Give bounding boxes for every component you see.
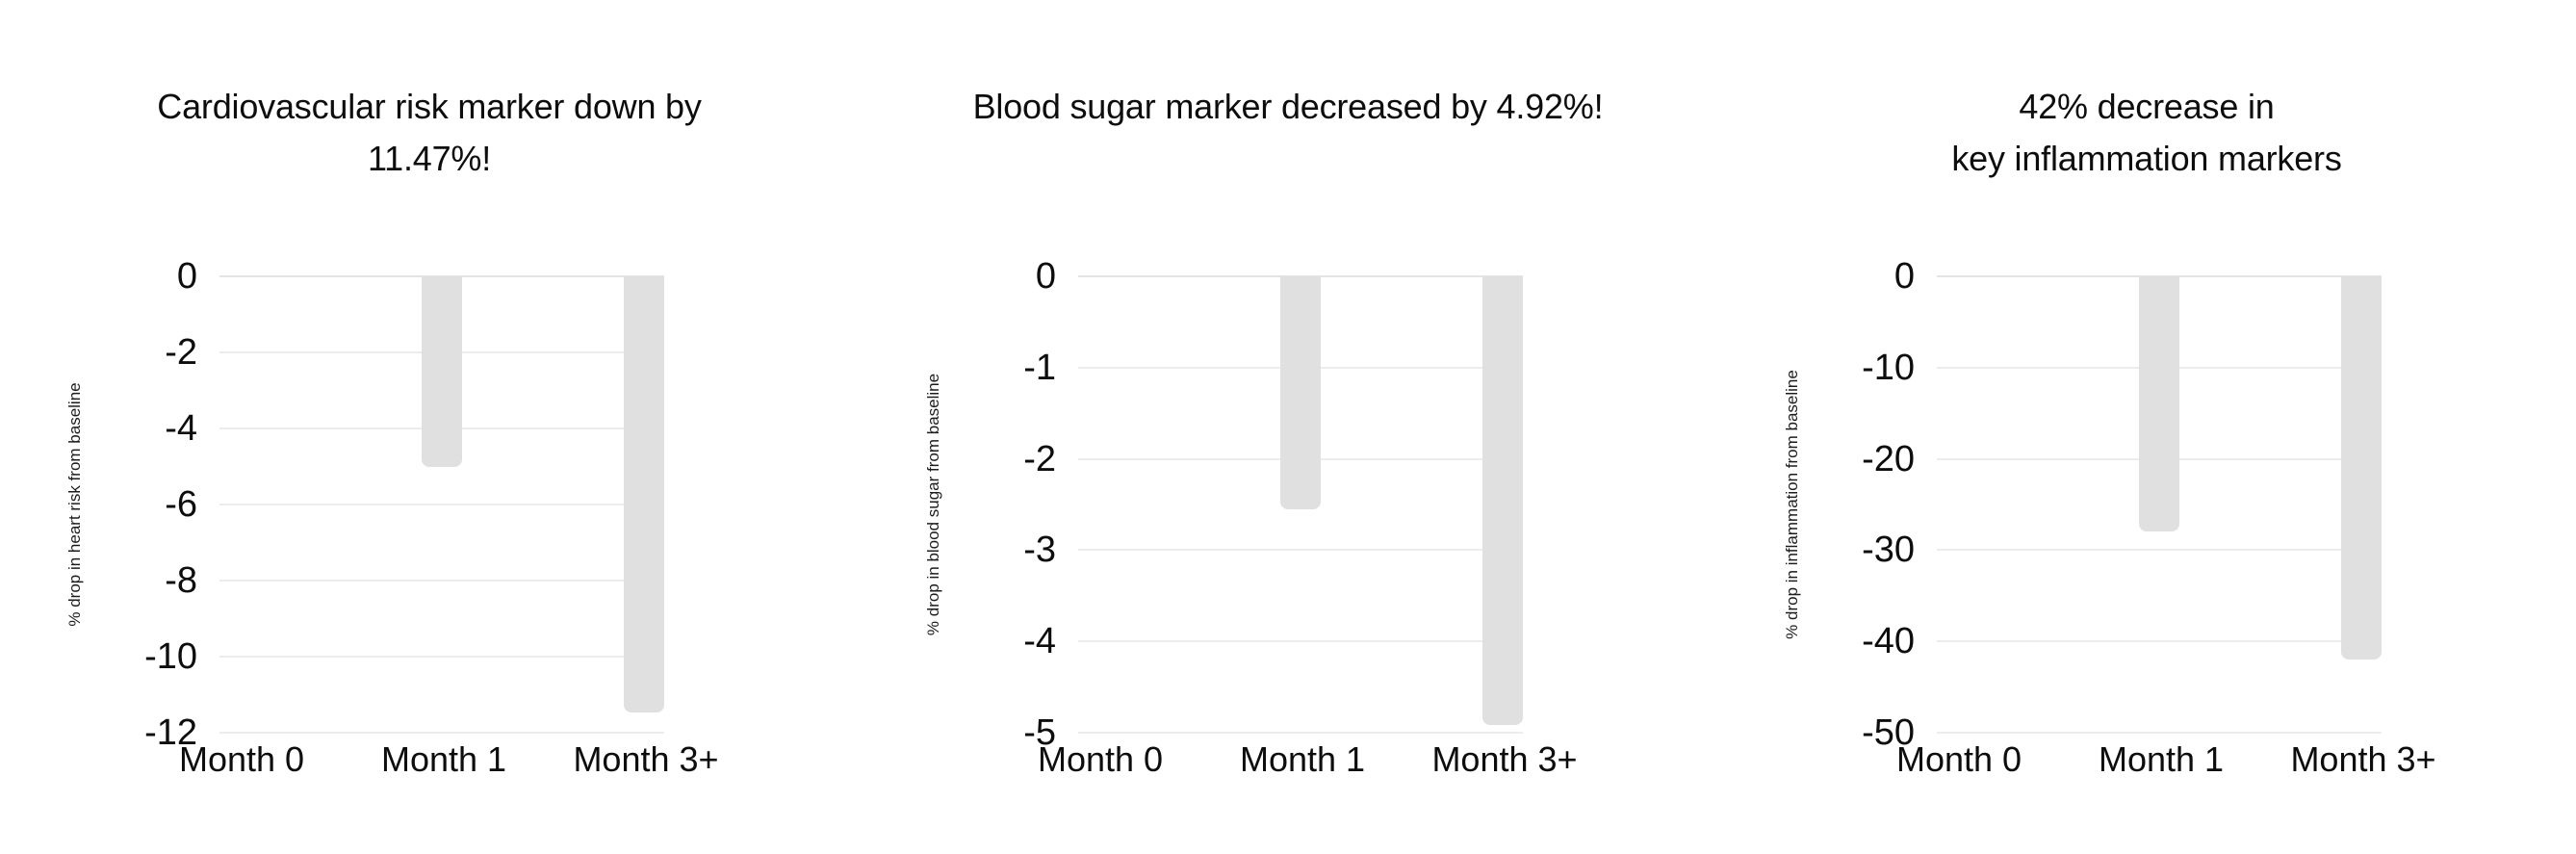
gridline--30 [1937, 549, 2382, 551]
x-category-label: Month 1 [2098, 739, 2225, 779]
y-axis-label: % drop in inflammation from baseline [1783, 370, 1801, 639]
y-tick-label: -4 [165, 408, 197, 449]
y-tick-label: -12 [144, 712, 197, 753]
x-category-label: Month 3+ [2290, 739, 2436, 779]
x-category-label: Month 1 [380, 739, 507, 779]
chart-title-line-2: 11.47%! [367, 139, 492, 178]
chart-title-line-1: Blood sugar marker decreased by 4.92%! [972, 87, 1604, 126]
bar-month-1 [422, 276, 462, 467]
gridline--3 [1078, 549, 1523, 551]
y-tick-label: -2 [165, 332, 197, 373]
gridline--40 [1937, 640, 2382, 642]
x-category-label: Month 1 [1239, 739, 1366, 779]
y-tick-label: 0 [1893, 256, 1915, 297]
chart-title: Blood sugar marker decreased by 4.92%! [859, 81, 1717, 133]
plot-area [1937, 275, 2382, 734]
gridline--5 [1078, 732, 1523, 734]
y-axis-label: % drop in blood sugar from baseline [924, 373, 942, 636]
bar-month-3- [624, 276, 664, 712]
chart-title: Cardiovascular risk marker down by 11.47… [0, 81, 859, 185]
y-tick-label: -5 [1023, 712, 1056, 753]
x-category-label: Month 3+ [1431, 739, 1578, 779]
chart-title-line-1: Cardiovascular risk marker down by [157, 87, 702, 126]
y-tick-label: -8 [165, 560, 197, 601]
chart-inflammation: 42% decrease in key inflammation markers… [1717, 0, 2576, 854]
y-tick-label: -40 [1862, 621, 1915, 662]
chart-blood-sugar: Blood sugar marker decreased by 4.92%! %… [859, 0, 1717, 854]
x-category-label: Month 3+ [573, 739, 719, 779]
bar-month-3- [2341, 276, 2382, 660]
gridline--12 [219, 732, 664, 734]
plot-area [1078, 275, 1523, 734]
x-category-label: Month 0 [178, 739, 305, 779]
chart-title-line-1: 42% decrease in [2019, 87, 2275, 126]
chart-cardiovascular-risk: Cardiovascular risk marker down by 11.47… [0, 0, 859, 854]
gridline--10 [219, 656, 664, 658]
y-tick-label: -50 [1862, 712, 1915, 753]
chart-title-line-2: key inflammation markers [1951, 139, 2342, 178]
chart-title: 42% decrease in key inflammation markers [1717, 81, 2576, 185]
bar-month-3- [1482, 276, 1523, 725]
y-tick-label: -1 [1023, 347, 1056, 388]
y-tick-label: -4 [1023, 621, 1056, 662]
x-category-label: Month 0 [1895, 739, 2022, 779]
bar-month-1 [1280, 276, 1321, 509]
y-tick-label: -2 [1023, 438, 1056, 479]
y-tick-label: -20 [1862, 438, 1915, 479]
y-tick-label: -10 [1862, 347, 1915, 388]
y-tick-label: -10 [144, 636, 197, 677]
plot-area [219, 275, 664, 734]
y-tick-label: 0 [176, 256, 197, 297]
bar-month-1 [2139, 276, 2179, 531]
y-tick-label: -6 [165, 484, 197, 525]
gridline--50 [1937, 732, 2382, 734]
gridline--8 [219, 580, 664, 582]
y-tick-label: 0 [1035, 256, 1056, 297]
gridline--4 [1078, 640, 1523, 642]
y-tick-label: -30 [1862, 530, 1915, 571]
x-category-label: Month 0 [1037, 739, 1164, 779]
gridline--6 [219, 504, 664, 505]
y-tick-label: -3 [1023, 530, 1056, 571]
